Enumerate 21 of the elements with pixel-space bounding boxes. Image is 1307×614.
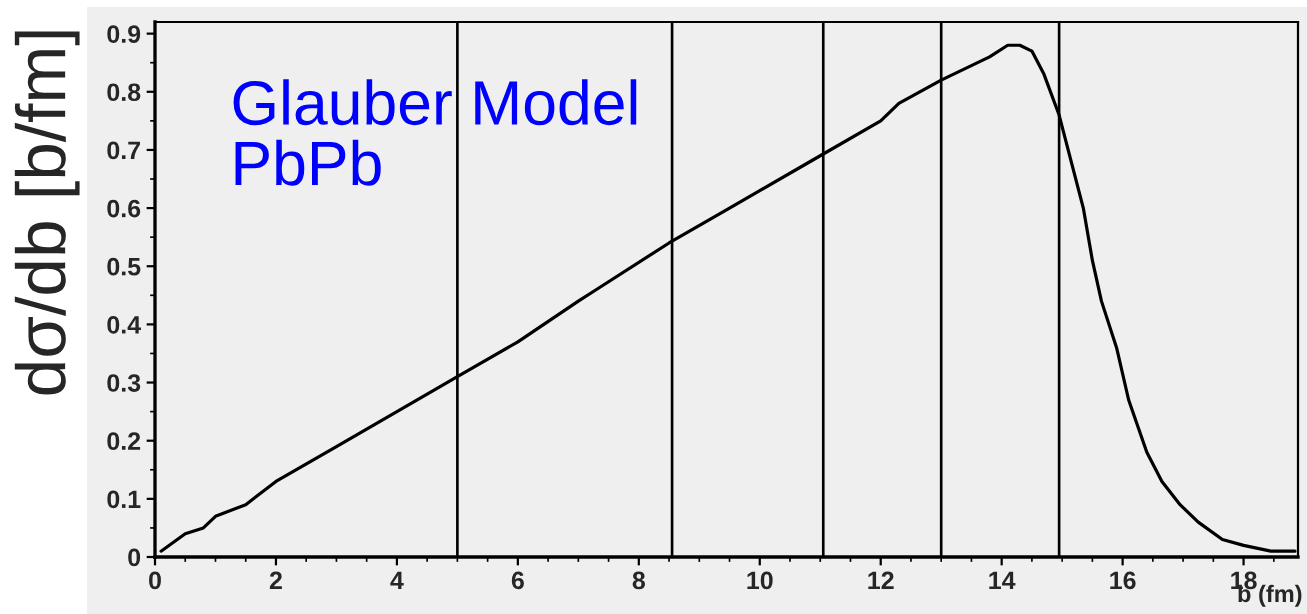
y-tick-label: 0.5	[107, 257, 141, 276]
x-tick-label: 6	[511, 571, 524, 590]
y-tick-label: 0.4	[107, 315, 141, 334]
x-tick-label: 4	[390, 571, 404, 590]
x-tick-label: 10	[747, 571, 773, 590]
y-tick-label: 0.3	[107, 374, 141, 392]
y-tick-label: 0.2	[107, 432, 141, 450]
y-tick-label: 0.8	[107, 83, 141, 102]
x-tick-label: 0	[149, 571, 161, 590]
x-tick-label: 16	[1110, 571, 1136, 590]
x-tick-label: 14	[989, 571, 1016, 590]
y-axis-title: dσ/db [b/fm]	[14, 31, 80, 395]
y-tick-label: 0.7	[107, 141, 141, 160]
y-tick-label: 0.6	[107, 199, 141, 218]
x-tick-label: 12	[868, 571, 894, 590]
x-tick-label: 8	[632, 571, 645, 590]
y-tick-label: 0.9	[107, 25, 141, 43]
x-tick-label: 2	[269, 571, 282, 590]
y-tick-label: 0	[128, 548, 141, 567]
annotation: Glauber Model PbPb	[233, 79, 637, 186]
y-tick-label: 0.1	[107, 490, 141, 509]
